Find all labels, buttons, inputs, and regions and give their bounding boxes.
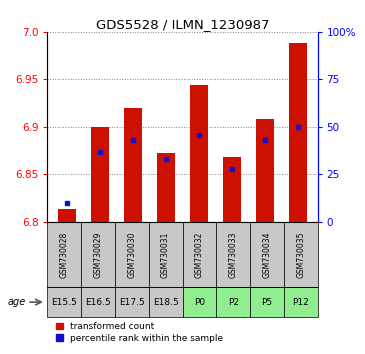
Bar <box>190 85 208 222</box>
FancyBboxPatch shape <box>216 222 250 287</box>
FancyBboxPatch shape <box>81 287 115 317</box>
Text: P0: P0 <box>194 298 205 307</box>
FancyBboxPatch shape <box>284 222 318 287</box>
Text: E15.5: E15.5 <box>51 298 77 307</box>
Text: GSM730028: GSM730028 <box>60 232 69 278</box>
FancyBboxPatch shape <box>115 287 149 317</box>
Text: P12: P12 <box>292 298 309 307</box>
FancyBboxPatch shape <box>216 287 250 317</box>
FancyBboxPatch shape <box>250 287 284 317</box>
FancyBboxPatch shape <box>284 287 318 317</box>
Text: GSM730033: GSM730033 <box>228 231 238 278</box>
Bar <box>157 153 175 222</box>
Bar <box>223 157 241 222</box>
Title: GDS5528 / ILMN_1230987: GDS5528 / ILMN_1230987 <box>96 18 269 31</box>
Text: age: age <box>7 297 26 307</box>
Bar <box>289 43 307 222</box>
Bar <box>58 209 76 222</box>
Text: GSM730035: GSM730035 <box>296 231 305 278</box>
FancyBboxPatch shape <box>47 222 81 287</box>
Text: GSM730029: GSM730029 <box>93 232 103 278</box>
Text: GSM730030: GSM730030 <box>127 231 137 278</box>
FancyBboxPatch shape <box>81 222 115 287</box>
Bar <box>256 119 274 222</box>
Text: E17.5: E17.5 <box>119 298 145 307</box>
Bar <box>124 108 142 222</box>
Bar <box>91 127 109 222</box>
FancyBboxPatch shape <box>149 287 182 317</box>
FancyBboxPatch shape <box>250 222 284 287</box>
Text: P5: P5 <box>261 298 272 307</box>
FancyBboxPatch shape <box>47 287 81 317</box>
Text: GSM730032: GSM730032 <box>195 232 204 278</box>
Text: E16.5: E16.5 <box>85 298 111 307</box>
FancyBboxPatch shape <box>149 222 182 287</box>
Legend: transformed count, percentile rank within the sample: transformed count, percentile rank withi… <box>52 319 227 347</box>
Text: P2: P2 <box>228 298 239 307</box>
FancyBboxPatch shape <box>182 222 216 287</box>
Text: GSM730031: GSM730031 <box>161 232 170 278</box>
Text: E18.5: E18.5 <box>153 298 178 307</box>
FancyBboxPatch shape <box>182 287 216 317</box>
Text: GSM730034: GSM730034 <box>262 231 272 278</box>
FancyBboxPatch shape <box>115 222 149 287</box>
